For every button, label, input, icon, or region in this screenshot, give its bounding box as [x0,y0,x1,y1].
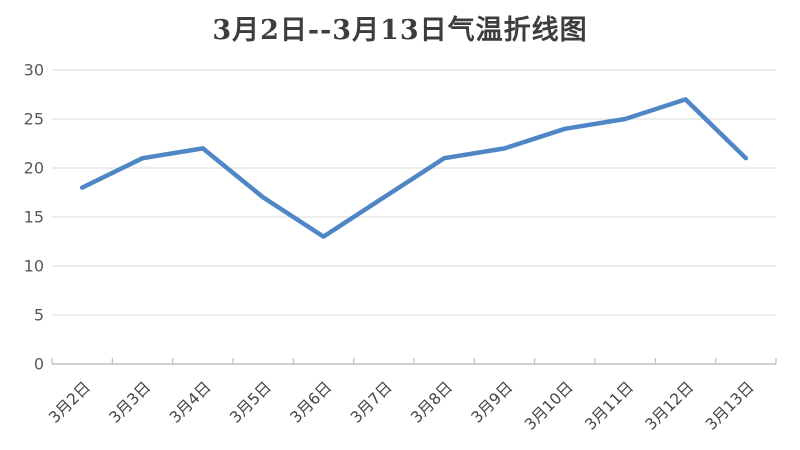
x-axis-label: 3月13日 [702,378,758,434]
chart-title: 3月2日--3月13日气温折线图 [212,15,588,46]
y-axis-tick-label: 20 [24,159,44,178]
y-axis-tick-label: 5 [34,306,44,325]
x-axis-label: 3月2日 [45,378,94,427]
x-axis-label: 3月6日 [287,378,336,427]
x-axis-label: 3月5日 [226,378,275,427]
x-axis-label: 3月4日 [166,378,215,427]
x-axis-label: 3月8日 [407,378,456,427]
x-axis-label: 3月12日 [642,378,698,434]
y-axis-tick-label: 30 [24,61,44,80]
x-axis-label: 3月7日 [347,378,396,427]
temperature-line [79,97,749,239]
y-axis-tick-label: 10 [24,257,44,276]
y-axis-tick-label: 0 [34,355,44,374]
y-axis-tick-label: 25 [24,110,44,129]
y-axis-tick-label: 15 [24,208,44,227]
x-axis-label: 3月9日 [468,378,517,427]
x-axis-label: 3月3日 [106,378,155,427]
x-axis-label: 3月11日 [581,378,637,434]
x-axis-label: 3月10日 [521,378,577,434]
